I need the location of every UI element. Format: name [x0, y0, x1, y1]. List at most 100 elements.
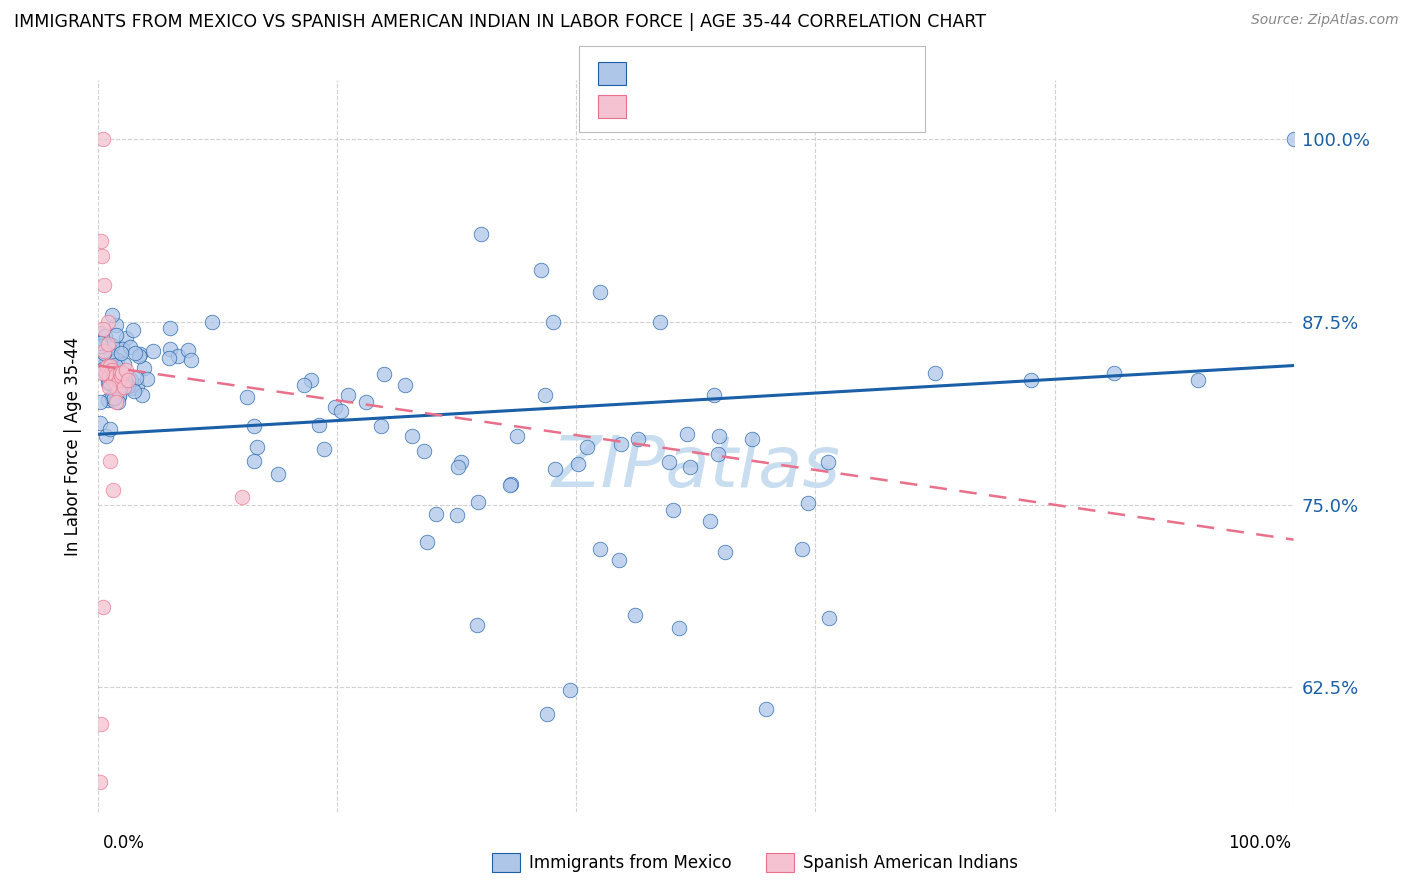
Point [110, 368, 132, 383]
Point [97, 341, 120, 355]
Point [447, 460, 470, 475]
Point [114, 374, 136, 388]
Point [541, 315, 564, 329]
Point [105, 328, 128, 343]
Point [91, 361, 114, 376]
Point [394, 377, 416, 392]
Text: IMMIGRANTS FROM MEXICO VS SPANISH AMERICAN INDIAN IN LABOR FORCE | AGE 35-44 COR: IMMIGRANTS FROM MEXICO VS SPANISH AMERIC… [14, 13, 986, 31]
Point [567, 457, 589, 471]
Point [110, 372, 132, 386]
Point [413, 443, 436, 458]
Point [105, 395, 128, 409]
Point [589, 285, 612, 300]
Point [560, 683, 582, 698]
Text: -0.022: -0.022 [679, 96, 744, 114]
Point [336, 388, 359, 402]
Point [98, 380, 121, 394]
Point [607, 552, 630, 566]
Y-axis label: In Labor Force | Age 35-44: In Labor Force | Age 35-44 [65, 336, 83, 556]
Text: 0.087: 0.087 [679, 63, 737, 81]
Point [323, 400, 346, 414]
Point [627, 433, 650, 447]
Point [110, 378, 132, 392]
Point [112, 357, 135, 371]
Point [98, 368, 121, 383]
Point [103, 391, 125, 405]
Point [104, 368, 127, 383]
Point [668, 621, 690, 635]
Point [105, 368, 128, 382]
Point [201, 314, 224, 328]
Point [97, 315, 120, 329]
Point [91, 322, 114, 336]
Point [108, 366, 131, 380]
Point [243, 419, 266, 434]
Point [128, 346, 150, 360]
Point [792, 541, 814, 556]
Text: N =: N = [749, 96, 783, 114]
Point [624, 608, 647, 623]
Point [91, 249, 114, 263]
Point [120, 340, 142, 354]
Point [107, 384, 129, 398]
Point [107, 373, 129, 387]
Point [96, 359, 118, 373]
Point [416, 534, 439, 549]
Point [101, 373, 124, 387]
Point [110, 345, 132, 359]
Point [446, 508, 468, 523]
Point [167, 349, 190, 363]
Point [101, 337, 124, 351]
Point [94, 429, 117, 443]
Point [180, 352, 202, 367]
Point [676, 427, 699, 442]
Point [714, 544, 737, 558]
Point [101, 308, 124, 322]
Point [267, 467, 290, 481]
Point [741, 432, 763, 446]
Point [120, 373, 142, 387]
Point [236, 390, 259, 404]
Point [699, 514, 721, 528]
Text: N =: N = [749, 63, 783, 81]
Point [111, 366, 134, 380]
Point [122, 384, 145, 399]
Point [89, 394, 111, 409]
Point [104, 368, 127, 383]
Point [308, 418, 330, 433]
Point [498, 477, 520, 491]
Point [97, 392, 120, 407]
Point [105, 377, 128, 392]
Point [177, 343, 200, 357]
Point [817, 455, 839, 469]
Point [89, 775, 111, 789]
Point [818, 611, 841, 625]
Point [117, 379, 139, 393]
Point [231, 490, 253, 504]
Point [292, 377, 315, 392]
Point [93, 278, 115, 293]
Point [609, 437, 631, 451]
Point [91, 132, 114, 146]
Point [104, 372, 127, 386]
Point [96, 368, 118, 383]
Point [121, 323, 143, 337]
Point [450, 455, 472, 469]
Point [755, 701, 778, 715]
Point [299, 373, 322, 387]
Point [125, 371, 148, 385]
Point [90, 234, 112, 248]
Point [115, 363, 138, 377]
Point [314, 442, 336, 456]
Point [470, 227, 492, 241]
Point [373, 367, 395, 381]
Point [98, 453, 122, 467]
Point [159, 320, 181, 334]
Point [136, 372, 159, 386]
Point [89, 335, 111, 350]
Point [91, 366, 114, 380]
Text: 0.0%: 0.0% [103, 834, 145, 852]
Text: Spanish American Indians: Spanish American Indians [803, 854, 1018, 871]
Point [105, 318, 128, 333]
Point [111, 342, 134, 356]
